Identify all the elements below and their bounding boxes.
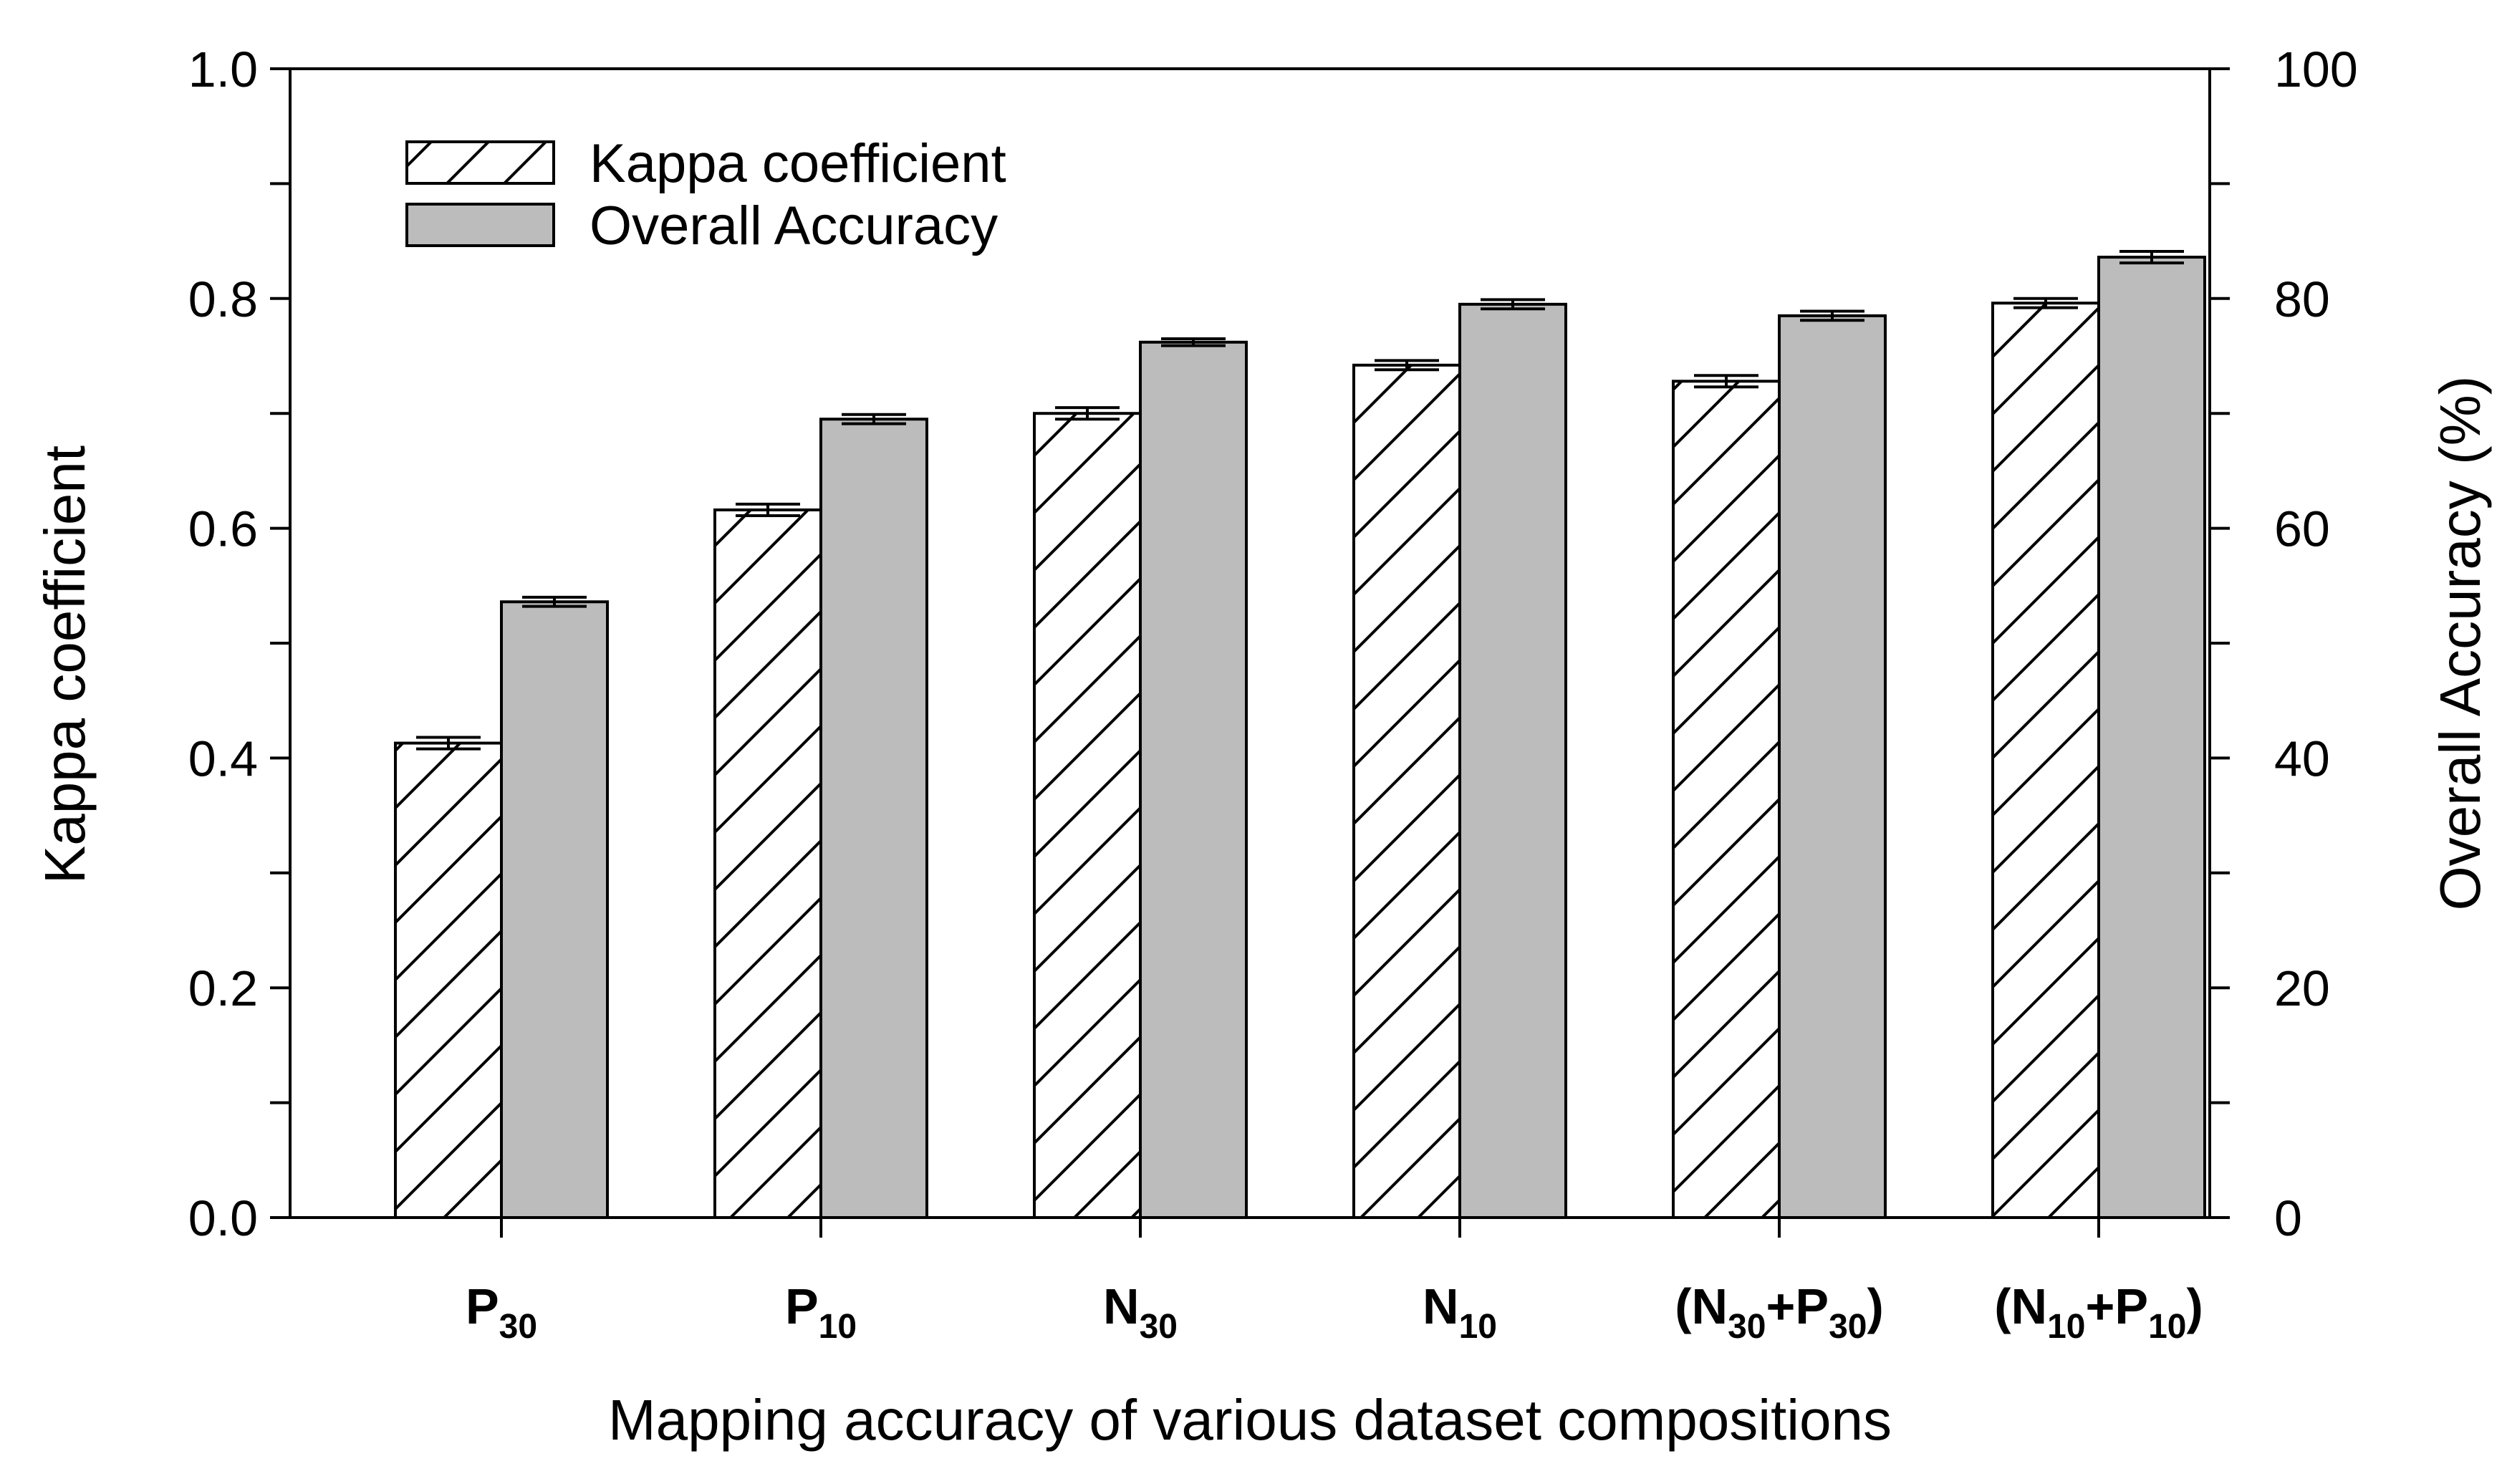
kappa-bar-3	[1033, 412, 1142, 1220]
category-subscript: 30	[499, 1308, 537, 1346]
right-tick-label: 80	[2274, 271, 2330, 327]
kappa-bar-5	[1672, 380, 1781, 1220]
category-subscript: 30	[1140, 1308, 1178, 1346]
category-text: +P	[2085, 1278, 2148, 1334]
left-tick-label: 0.6	[188, 501, 258, 557]
category-text: +P	[1766, 1278, 1829, 1334]
right-tick-label: 100	[2274, 42, 2358, 97]
accuracy-bar-5	[1778, 314, 1887, 1219]
category-subscript: 30	[1728, 1308, 1766, 1346]
category-label-3: N30	[1103, 1278, 1178, 1346]
category-label-4: N10	[1423, 1278, 1497, 1346]
category-text: N	[1423, 1278, 1459, 1334]
left-tick-label: 0.8	[188, 271, 258, 327]
left-tick-label: 0.2	[188, 960, 258, 1016]
right-tick-label: 20	[2274, 960, 2330, 1016]
category-subscript: 10	[819, 1308, 857, 1346]
category-text: (N	[1994, 1278, 2047, 1334]
category-subscript: 10	[2047, 1308, 2085, 1346]
accuracy-bar-1	[500, 600, 609, 1219]
accuracy-bar-2	[819, 418, 928, 1219]
legend-swatch-accuracy	[405, 203, 555, 247]
category-text: )	[2186, 1278, 2203, 1334]
kappa-bar-4	[1352, 363, 1461, 1219]
kappa-bar-2	[713, 508, 822, 1219]
accuracy-bar-4	[1458, 302, 1567, 1220]
left-axis-title: Kappa coefficient	[33, 445, 97, 884]
kappa-bar-1	[394, 741, 503, 1219]
left-tick-label: 0.0	[188, 1190, 258, 1246]
accuracy-bar-6	[2097, 256, 2206, 1219]
category-label-1: P30	[466, 1278, 537, 1346]
legend-label-accuracy: Overall Accuracy	[590, 196, 998, 256]
category-label-6: (N10+P10)	[1994, 1278, 2203, 1346]
right-tick-label: 0	[2274, 1190, 2302, 1246]
left-tick-label: 0.4	[188, 731, 258, 786]
right-axis-title: Overall Accuracy (%)	[2428, 376, 2492, 911]
category-label-2: P10	[785, 1278, 857, 1346]
kappa-bar-6	[1991, 302, 2100, 1220]
x-axis-title: Mapping accuracy of various dataset comp…	[608, 1388, 1892, 1452]
legend-label-kappa: Kappa coefficient	[590, 133, 1006, 194]
category-subscript: 10	[2148, 1308, 2186, 1346]
category-label-5: (N30+P30)	[1675, 1278, 1884, 1346]
category-subscript: 30	[1829, 1308, 1867, 1346]
category-subscript: 10	[1459, 1308, 1497, 1346]
category-text: )	[1867, 1278, 1883, 1334]
category-text: P	[785, 1278, 819, 1334]
category-text: (N	[1675, 1278, 1728, 1334]
category-text: N	[1103, 1278, 1140, 1334]
left-tick-label: 1.0	[188, 42, 258, 97]
right-tick-label: 40	[2274, 731, 2330, 786]
right-tick-label: 60	[2274, 501, 2330, 557]
accuracy-bar-3	[1139, 340, 1248, 1220]
legend-swatch-kappa	[405, 140, 555, 185]
category-text: P	[466, 1278, 499, 1334]
